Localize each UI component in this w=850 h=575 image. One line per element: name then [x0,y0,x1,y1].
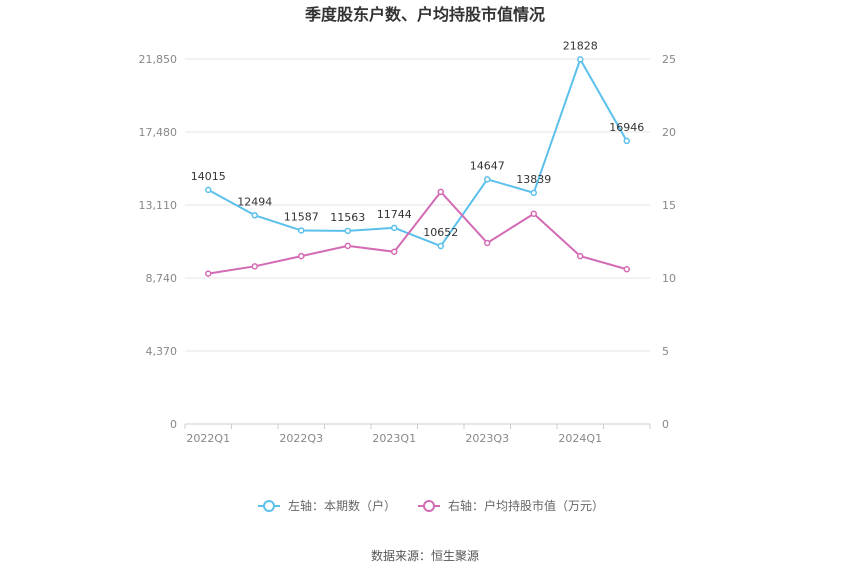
data-label: 16946 [609,121,644,134]
data-label: 13839 [516,173,551,186]
series-2-point [484,239,491,247]
data-label: 11587 [284,210,319,223]
left-axis-tick-label: 17,480 [139,126,178,139]
data-label: 10652 [423,226,458,239]
legend-item-2[interactable]: 右轴：户均持股市值（万元） [418,498,604,513]
legend-swatch-marker [423,500,436,512]
series-1-point [437,242,444,250]
series-1-point [623,137,630,145]
data-label: 14015 [191,170,226,183]
data-label: 12494 [237,195,272,208]
left-axis-tick-label: 21,850 [139,53,178,66]
source-note: 数据来源：恒生聚源 [371,548,479,563]
x-axis-tick-label: 2022Q1 [186,432,230,445]
series-2-point [530,210,537,218]
series-2-point [205,270,212,277]
series-1-point [251,212,258,219]
chart-title: 季度股东户数、户均持股市值情况 [304,5,545,24]
series-1-point [205,186,212,194]
series-2-point [298,252,305,260]
series-1-point [577,56,584,63]
right-axis-tick-label: 20 [662,126,676,139]
series-2-point [623,265,630,273]
series-line-1 [207,58,628,248]
left-axis-tick-label: 4,370 [146,345,178,358]
right-axis-tick-label: 10 [662,272,676,285]
left-axis-tick-label: 8,740 [146,272,178,285]
series-1-point [530,189,537,197]
series-line-2 [208,190,628,275]
axes: 0 0 4,370 5 8,740 10 13,110 15 17,480 20 21,850 25 2… [139,53,677,445]
data-label: 14647 [470,159,505,172]
series-2-point [344,242,351,250]
right-axis-tick-label: 15 [662,199,676,212]
right-axis-tick-label: 5 [662,345,669,358]
x-axis-tick-label: 2023Q3 [465,432,509,445]
data-labels: 14015 12494 11587 11563 11744 10652 14647 13839… [191,39,645,239]
right-axis-tick-label: 25 [662,53,676,66]
series-2-point [251,263,258,270]
series-1-point [344,227,351,235]
series-2-point [577,252,584,260]
series-1-point [484,176,491,183]
series-1-point [298,227,305,234]
legend-swatch-marker [263,500,275,512]
right-axis-tick-label: 0 [662,418,669,431]
data-label: 11563 [330,211,365,224]
series-1-point [391,224,398,232]
x-axis-tick-label: 2023Q1 [372,432,416,445]
data-label: 21828 [563,39,598,52]
series-layer [205,56,630,277]
left-axis-tick-label: 0 [170,418,177,431]
data-label: 11744 [377,208,412,221]
legend-label: 左轴：本期数（户） [288,498,396,513]
grid-lines [185,58,650,352]
legend-item-1[interactable]: 左轴：本期数（户） [258,498,396,513]
legend[interactable]: 左轴：本期数（户） 右轴：户均持股市值（万元） [258,498,604,513]
legend-label: 右轴：户均持股市值（万元） [448,498,604,513]
series-2-point [391,248,398,255]
left-axis-tick-label: 13,110 [139,199,178,212]
series-2-point [437,188,444,196]
x-axis-tick-label: 2022Q3 [279,432,323,445]
x-axis-tick-label: 2024Q1 [558,432,602,445]
